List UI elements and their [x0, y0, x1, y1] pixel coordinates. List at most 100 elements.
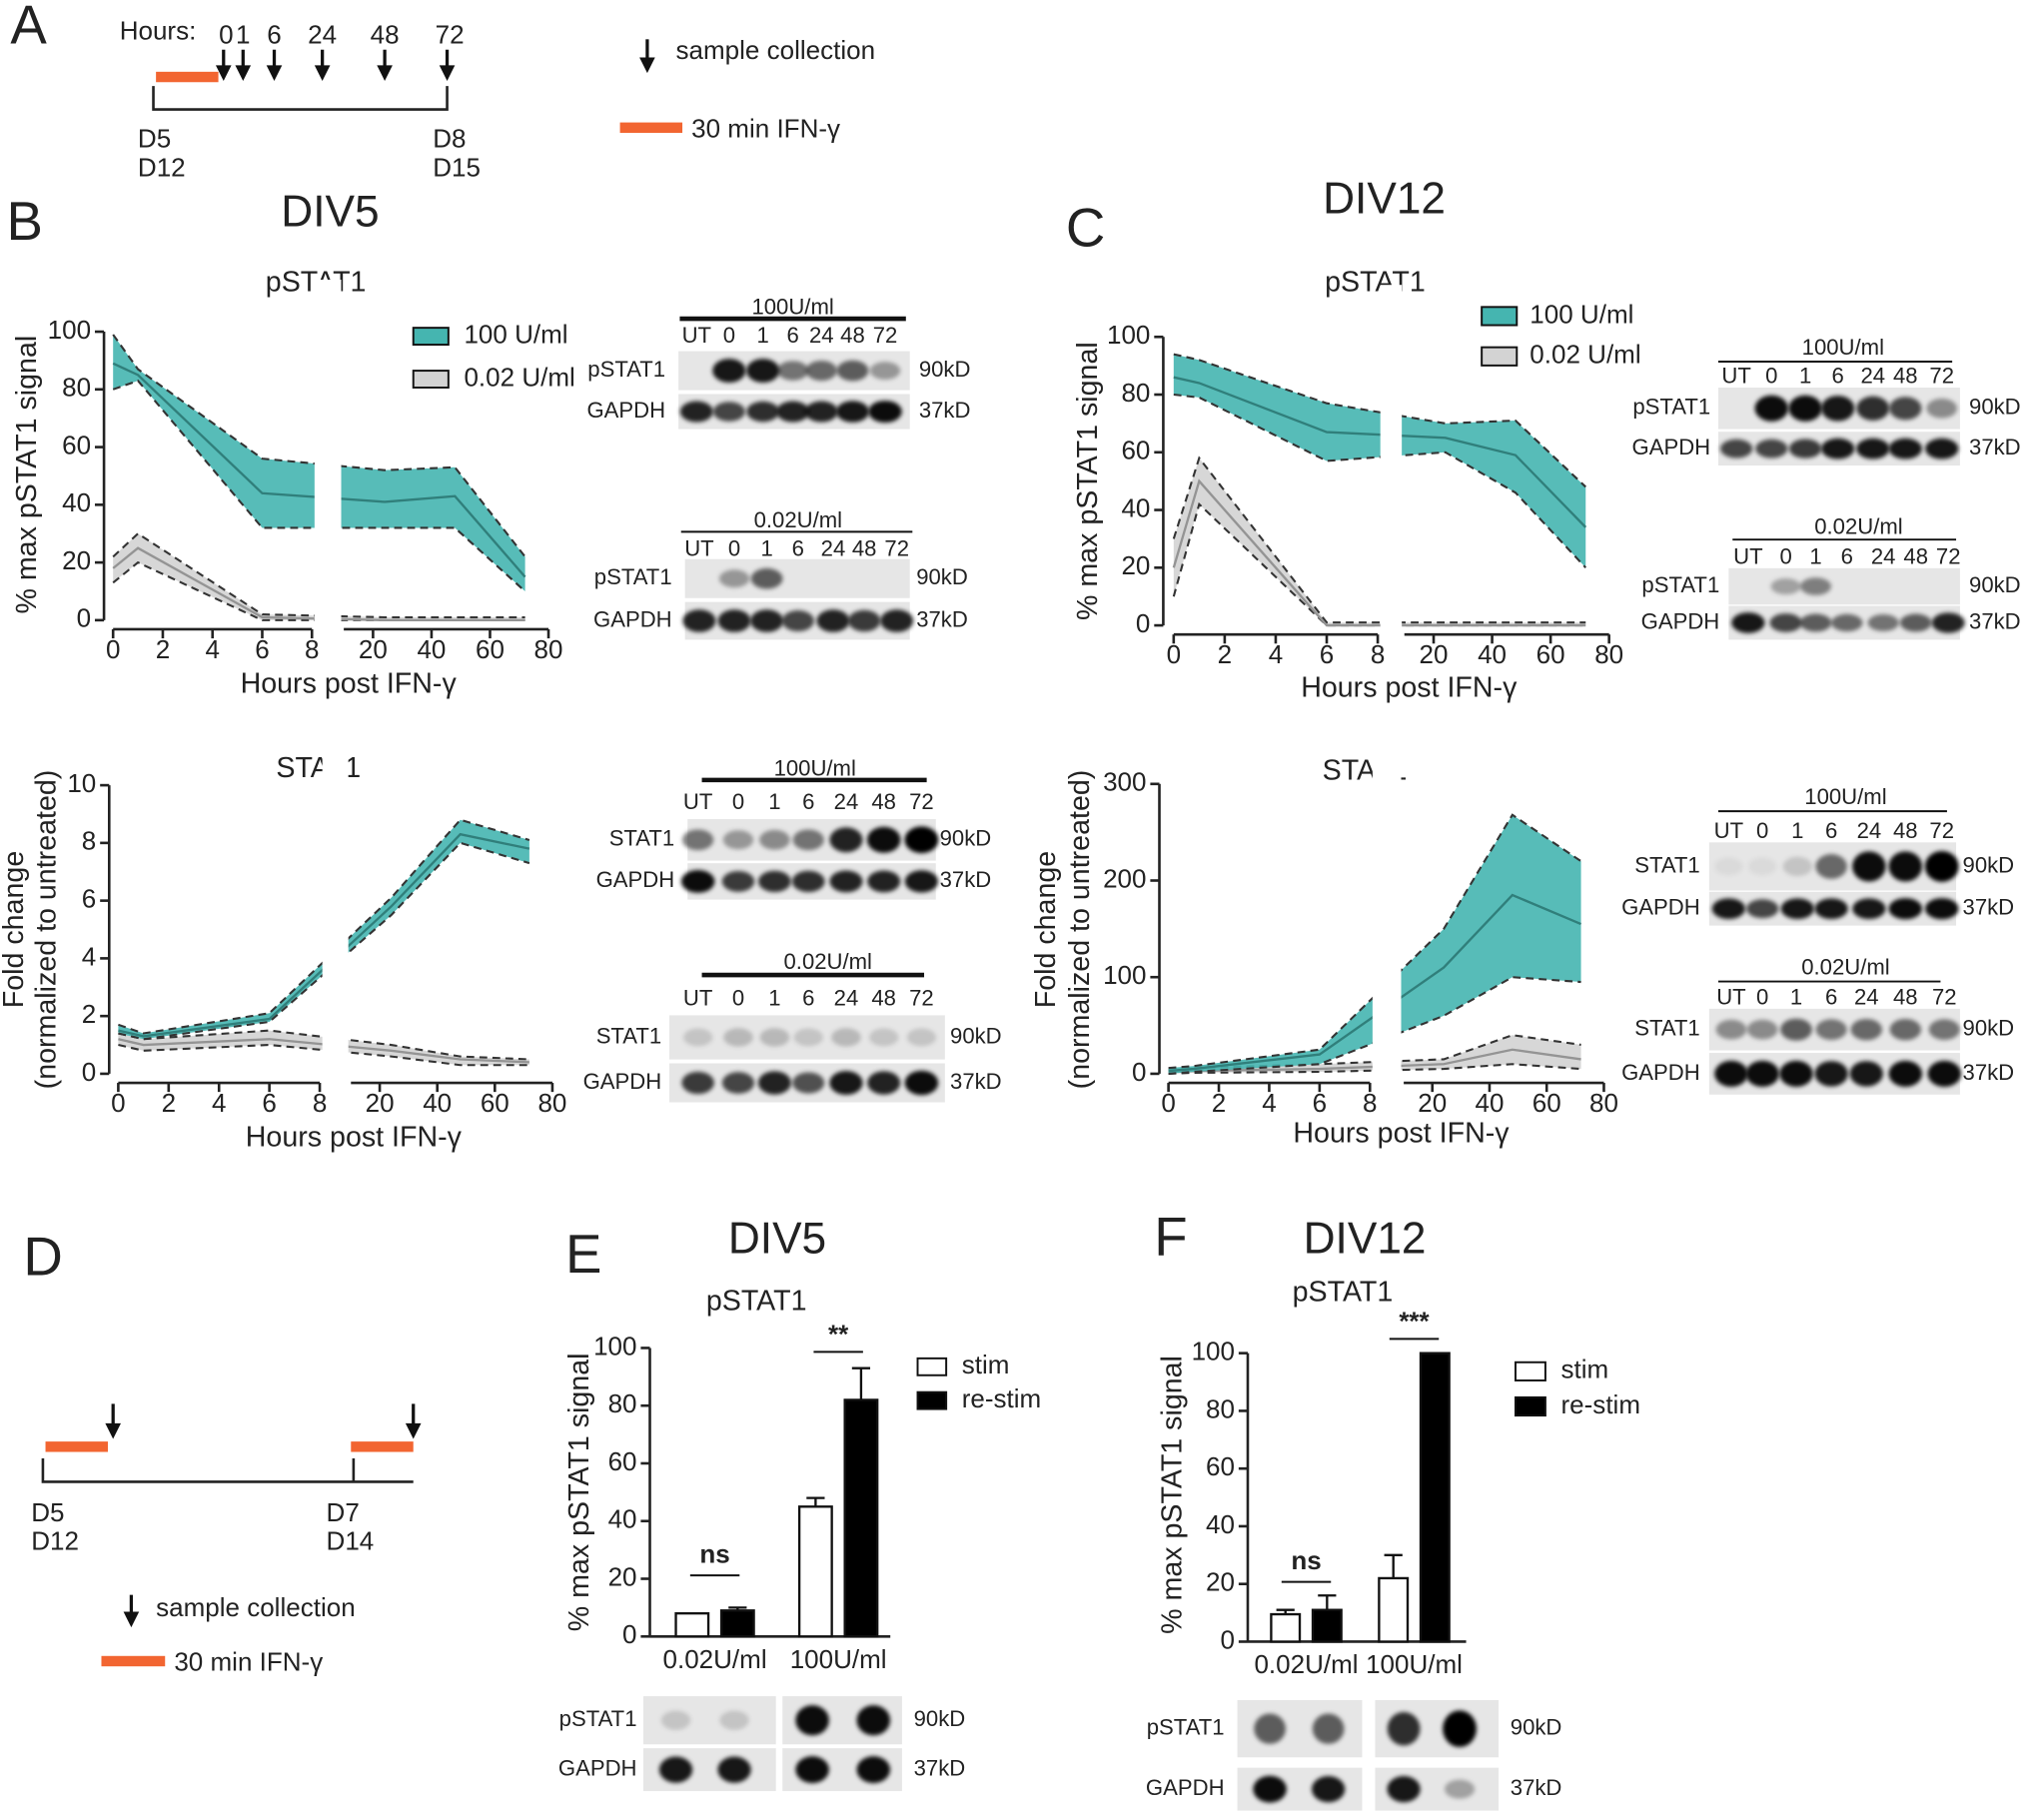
blot-band: [1714, 1060, 1748, 1087]
lane-label: 1: [768, 789, 780, 814]
blot-band: [781, 610, 814, 632]
blot-band: [880, 609, 914, 632]
y-tick-label: 60: [62, 430, 91, 459]
y-tick-label: 80: [1121, 378, 1150, 408]
lane-label: 72: [1929, 363, 1954, 388]
blot-band: [805, 361, 837, 382]
protein-label: GAPDH: [1641, 608, 1720, 633]
timeline: [152, 86, 449, 111]
arrow-head: [266, 65, 283, 81]
x-tick-label: 40: [417, 634, 446, 664]
blot-band: [1852, 898, 1886, 920]
lane-label: 72: [884, 535, 909, 560]
x-tick-label: 0.02U/ml: [663, 1644, 767, 1674]
legend-bar: [101, 1655, 166, 1667]
y-tick-label: 80: [62, 373, 91, 403]
day-label: D15: [433, 152, 481, 182]
x-tick-label: 80: [1589, 1088, 1618, 1118]
blot-band: [682, 1028, 713, 1047]
protein-label: GAPDH: [1632, 435, 1711, 459]
blot-band: [1780, 1018, 1812, 1041]
arrow-head: [405, 1422, 422, 1439]
protein-label: GAPDH: [586, 398, 665, 423]
blot-band: [1926, 398, 1958, 419]
legend-swatch: [916, 1357, 948, 1376]
x-tick-label: 40: [1476, 1088, 1505, 1118]
lane-label: 0: [1779, 543, 1791, 568]
band-upper: [112, 531, 525, 619]
blot-band: [1899, 613, 1932, 632]
lane-label: 0: [728, 535, 740, 560]
blot-band: [829, 1071, 863, 1095]
lane-label: UT: [684, 535, 713, 560]
blot-band: [1788, 395, 1822, 422]
blot-band: [1889, 1018, 1922, 1041]
y-tick-label: 0: [1132, 1057, 1146, 1087]
blot-band: [1731, 612, 1765, 633]
axis-break: [322, 733, 349, 1081]
blot-band: [680, 869, 715, 893]
y-axis-label: % max pSTAT1 signal: [563, 1353, 595, 1631]
blot-band: [718, 569, 750, 588]
kd-label: 37kD: [940, 867, 992, 892]
blot-band: [836, 360, 869, 382]
kd-label: 90kD: [1969, 572, 2021, 597]
x-tick-label: 80: [1594, 639, 1623, 669]
arrow-head: [439, 65, 456, 81]
blot-band: [1927, 1060, 1962, 1087]
panel-label: A: [10, 0, 47, 55]
blot-band: [759, 829, 790, 850]
arrow-head: [123, 1611, 140, 1628]
lane-label: 0: [1756, 984, 1768, 1009]
confidence-band: [1173, 457, 1586, 626]
legend-swatch: [1481, 346, 1519, 367]
blot-band: [868, 1028, 899, 1047]
y-tick-label: 40: [1121, 492, 1150, 522]
blot-band: [1715, 1019, 1747, 1040]
kd-label: 37kD: [1511, 1775, 1562, 1800]
blot-band: [1782, 856, 1813, 877]
protein-label: GAPDH: [558, 1755, 637, 1780]
blot-band: [1443, 1710, 1477, 1747]
protein-label: pSTAT1: [594, 564, 672, 589]
bar: [797, 1505, 833, 1638]
y-tick-label: 60: [1121, 436, 1150, 465]
blot-band: [1711, 898, 1746, 920]
blot-band: [1928, 1019, 1960, 1041]
day-label: D8: [433, 124, 466, 154]
blot-band: [758, 870, 791, 893]
lane-label: 6: [786, 323, 798, 348]
panel-label: D: [23, 1227, 62, 1288]
x-tick-label: 0: [1161, 1088, 1175, 1118]
panel-title: DIV5: [728, 1214, 826, 1263]
legend-label: 100 U/ml: [464, 319, 567, 349]
y-axis-label: % max pSTAT1 signal: [1072, 342, 1104, 620]
legend-swatch: [916, 1390, 948, 1410]
protein-label: GAPDH: [1621, 1060, 1700, 1085]
kd-label: 37kD: [1963, 895, 2015, 920]
y-tick-label: 100: [1192, 1337, 1235, 1366]
protein-label: STAT1: [1634, 1016, 1700, 1041]
blot-band: [904, 870, 939, 893]
y-tick-label: 200: [1103, 863, 1146, 893]
kd-label: 37kD: [916, 606, 968, 631]
blot-band: [679, 401, 713, 423]
kd-label: 90kD: [919, 357, 971, 382]
lane-label: 48: [840, 323, 865, 348]
lane-label: 24: [834, 789, 859, 814]
y-tick-label: 10: [67, 768, 96, 798]
blot-band: [1831, 613, 1863, 632]
legend-bar: [619, 122, 683, 133]
blot-band: [1254, 1713, 1286, 1744]
y-tick-label: 80: [608, 1388, 637, 1418]
blot-header: 0.02U/ml: [754, 507, 842, 532]
y-axis-label: Fold change: [1030, 851, 1062, 1008]
blot-band: [867, 1071, 901, 1095]
blot-band: [835, 401, 870, 423]
y-tick-label: 300: [1103, 767, 1146, 797]
protein-label: STAT1: [1634, 852, 1700, 877]
lane-label: 1: [760, 535, 772, 560]
x-tick-label: 60: [1536, 639, 1565, 669]
blot-band: [816, 609, 850, 632]
